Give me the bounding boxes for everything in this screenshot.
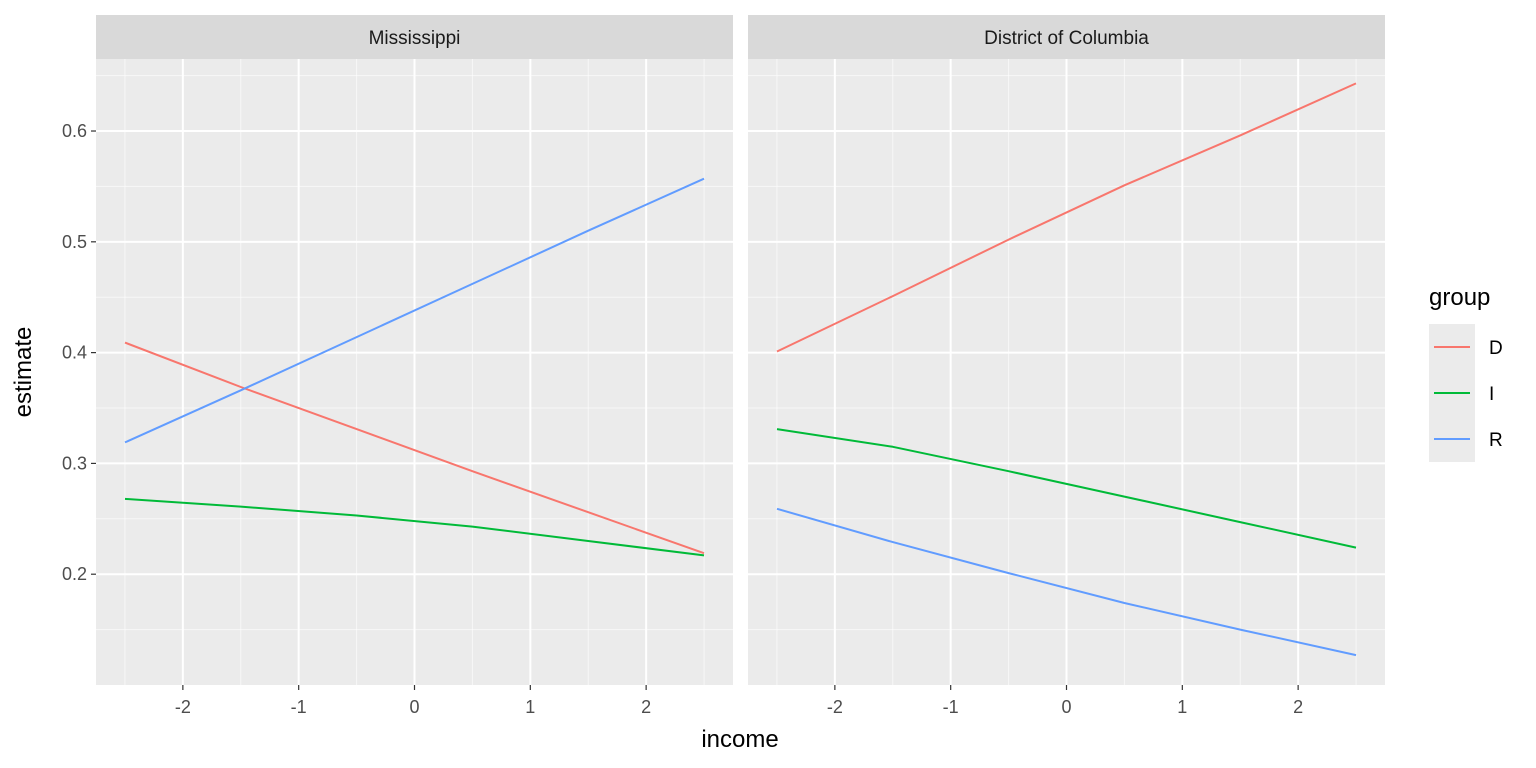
facet-strip <box>96 15 733 59</box>
legend-label-r: R <box>1489 430 1503 451</box>
facet-panel-1: District of Columbia -2 -1 0 1 2 <box>748 15 1385 717</box>
x-tick-label: -2 <box>175 697 191 717</box>
y-tick-label: 0.6 <box>62 121 87 141</box>
x-tick-label: 2 <box>641 697 651 717</box>
facet-panel-0: Mississippi -2 -1 0 1 2 0.2 0.3 0.4 0.5 0.6 <box>62 15 733 717</box>
x-tick-label: 0 <box>409 697 419 717</box>
legend-title: group <box>1429 284 1490 311</box>
facet-strip-label: Mississippi <box>369 28 461 49</box>
y-tick-label: 0.2 <box>62 564 87 584</box>
series-line-d <box>124 341 705 555</box>
legend-label-d: D <box>1489 338 1503 359</box>
x-axis-title: income <box>701 726 778 753</box>
facet-strip <box>748 15 1385 59</box>
facet-strip-label: District of Columbia <box>984 28 1149 49</box>
series-line-d <box>776 82 1357 353</box>
legend-label-i: I <box>1489 384 1494 405</box>
x-tick-label: -1 <box>291 697 307 717</box>
x-tick-label: -1 <box>943 697 959 717</box>
y-tick-label: 0.3 <box>62 453 87 473</box>
x-tick-label: -2 <box>827 697 843 717</box>
series-line-i <box>776 428 1357 549</box>
series-line-i <box>124 497 705 557</box>
series-line-r <box>124 177 705 444</box>
x-tick-label: 1 <box>525 697 535 717</box>
x-tick-label: 2 <box>1293 697 1303 717</box>
legend: D I R <box>1429 324 1503 462</box>
y-axis-title: estimate <box>10 327 37 418</box>
series-line-r <box>776 507 1357 657</box>
x-tick-label: 0 <box>1061 697 1071 717</box>
x-tick-label: 1 <box>1177 697 1187 717</box>
y-tick-label: 0.5 <box>62 232 87 252</box>
y-tick-label: 0.4 <box>62 343 87 363</box>
